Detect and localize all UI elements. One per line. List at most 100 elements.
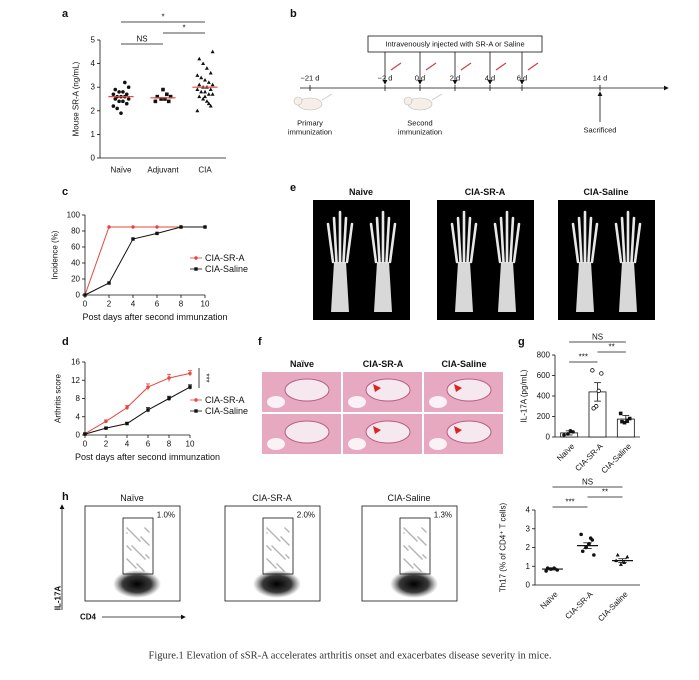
event-dot [409, 546, 411, 548]
y-tick-label: 5 [91, 36, 96, 45]
event-dot [278, 539, 280, 541]
data-point [203, 225, 207, 229]
event-label: immunization [398, 128, 442, 137]
x-tick-label: 6 [155, 300, 160, 309]
event-dot [419, 569, 421, 571]
syringe-icon [527, 62, 539, 71]
mouse-icon [403, 96, 413, 106]
data-point [146, 408, 150, 412]
event-dot [413, 563, 415, 565]
y-axis-label: Th17 (% of CD4⁺ T cells) [499, 503, 508, 593]
event-dot [404, 528, 406, 530]
data-point [121, 99, 125, 104]
caption: Figure.1 Elevation of sSR-A accelerates … [149, 651, 552, 662]
y-tick-label: 600 [537, 371, 551, 380]
event-dot [269, 530, 271, 532]
event-dot [284, 540, 286, 542]
panel-label: b [290, 8, 297, 20]
data-point [163, 97, 167, 101]
x-tick-label: CIA-Saline [596, 589, 630, 623]
data-point [208, 103, 213, 108]
event-dot [283, 570, 285, 572]
event-dot [272, 546, 274, 548]
event-dot [139, 540, 141, 542]
event-dot [144, 527, 146, 529]
tissue-space [348, 396, 366, 408]
data-point [188, 371, 192, 376]
event-dot [415, 552, 417, 554]
event-dot [139, 553, 141, 555]
digit-bone [493, 222, 502, 264]
series-line [84, 372, 191, 435]
x-tick-label: 10 [201, 300, 210, 309]
event-dot [417, 536, 419, 538]
paw-bone [498, 262, 516, 312]
event-dot [403, 545, 405, 547]
data-point [155, 231, 159, 236]
event-dot [136, 537, 138, 539]
event-dot [404, 559, 406, 561]
significance-label: NS [592, 333, 603, 342]
digit-bone [345, 222, 354, 264]
event-dot [126, 558, 128, 560]
event-dot [285, 528, 287, 530]
paw-bone [331, 262, 349, 312]
data-point [111, 104, 116, 108]
event-dot [129, 548, 131, 550]
data-point [111, 92, 116, 97]
data-point [544, 569, 548, 573]
y-axis-label: Mouse SR-A (ng/mL) [72, 61, 81, 136]
data-point [159, 97, 163, 101]
event-dot [417, 554, 419, 556]
event-dot [408, 545, 410, 547]
event-dot [421, 527, 423, 529]
event-dot [135, 567, 137, 569]
data-point [124, 92, 129, 97]
event-dot [275, 536, 277, 538]
event-dot [287, 530, 289, 532]
event-dot [410, 534, 412, 536]
image-label: Naive [349, 187, 373, 197]
event-dot [146, 542, 148, 544]
tissue-space [365, 378, 411, 402]
y-tick-label: 40 [71, 259, 80, 268]
y-tick-label: 100 [67, 211, 81, 220]
y-tick-label: 0 [91, 154, 96, 163]
data-point [188, 385, 192, 389]
event-dot [146, 555, 148, 557]
event-dot [416, 553, 418, 555]
event-dot [409, 533, 411, 535]
event-dot [403, 527, 405, 529]
paw-bone [576, 262, 594, 312]
data-point [204, 66, 209, 70]
data-point [124, 101, 129, 106]
data-point [113, 87, 118, 92]
data-point [83, 432, 87, 436]
event-dot [425, 544, 427, 546]
event-dot [268, 529, 270, 531]
legend-label: CIA-SR-A [205, 395, 245, 405]
digit-bone [512, 222, 521, 264]
data-point [195, 108, 200, 113]
paw-bone [455, 262, 473, 312]
tissue-space [267, 438, 285, 450]
data-point [199, 89, 204, 94]
event-dot [143, 539, 145, 541]
event-label: immunization [288, 128, 332, 137]
digit-bone [633, 222, 642, 264]
y-tick-label: 80 [71, 227, 80, 236]
event-dot [406, 561, 408, 563]
data-point [168, 94, 173, 99]
event-dot [266, 558, 268, 560]
image-label: Naïve [290, 359, 314, 369]
data-point [197, 56, 202, 61]
event-dot [270, 531, 272, 533]
plot-label: CIA-SR-A [252, 493, 292, 503]
event-dot [276, 563, 278, 565]
lesion-arrow [454, 426, 462, 434]
event-dot [288, 557, 290, 559]
data-point [562, 433, 566, 437]
data-point [203, 77, 207, 82]
event-dot [281, 537, 283, 539]
x-tick-label: 2 [107, 300, 112, 309]
